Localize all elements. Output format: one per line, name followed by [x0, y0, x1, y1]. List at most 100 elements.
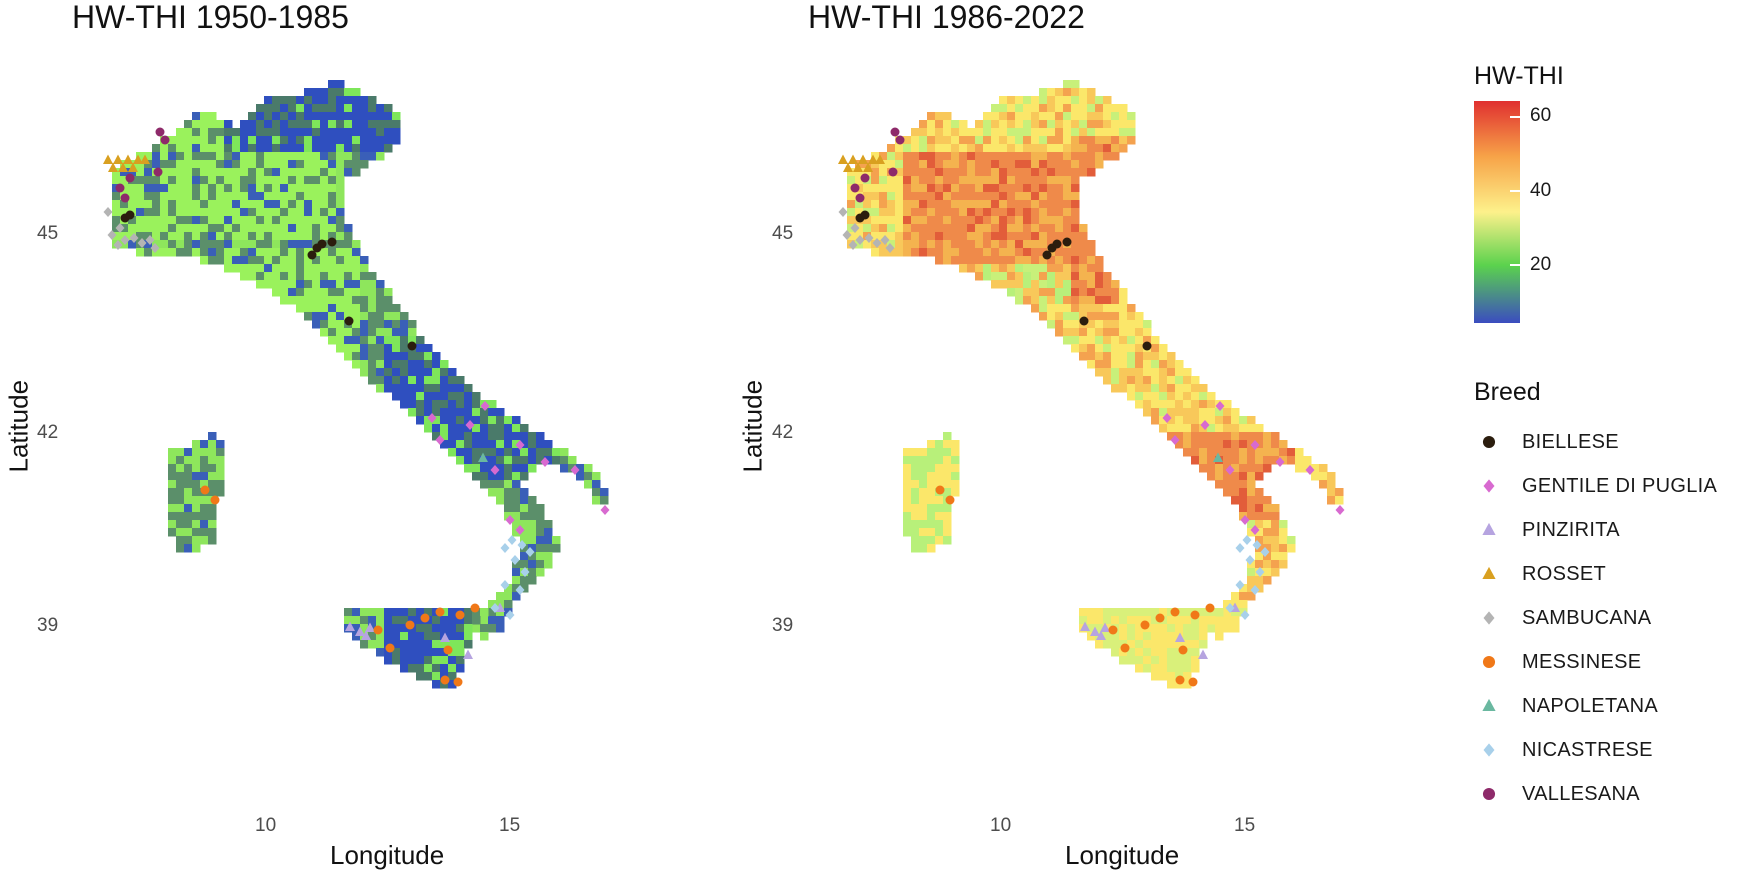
map-cell — [1079, 256, 1088, 265]
map-cell — [168, 464, 177, 473]
map-cell — [1039, 248, 1048, 257]
map-cell — [1015, 112, 1024, 121]
map-cell — [1159, 352, 1168, 361]
map-cell — [1215, 416, 1224, 425]
map-cell — [911, 192, 920, 201]
map-cell — [296, 136, 305, 145]
map-cell — [592, 496, 601, 505]
map-cell — [152, 184, 161, 193]
map-cell — [1271, 432, 1280, 441]
map-cell — [927, 216, 936, 225]
map-cell — [1143, 664, 1152, 673]
breed-marker-sambucana — [872, 238, 882, 248]
map-cell — [1103, 608, 1112, 617]
map-cell — [456, 656, 465, 665]
map-cell — [296, 120, 305, 129]
map-cell — [464, 464, 473, 473]
map-cell — [216, 184, 225, 193]
map-cell — [1143, 352, 1152, 361]
map-cell — [1031, 264, 1040, 273]
map-cell — [448, 608, 457, 617]
map-cell — [1063, 128, 1072, 137]
map-cell — [440, 408, 449, 417]
map-cell — [312, 272, 321, 281]
map-cell — [504, 472, 513, 481]
map-cell — [1175, 640, 1184, 649]
breed-marker-nicastrese — [525, 547, 535, 557]
map-cell — [1135, 376, 1144, 385]
map-cell — [935, 456, 944, 465]
map-cell — [975, 272, 984, 281]
breed-legend-item: MESSINESE — [1478, 647, 1641, 677]
map-cell — [1087, 296, 1096, 305]
map-cell — [248, 232, 257, 241]
map-cell — [1247, 496, 1256, 505]
map-cell — [1103, 640, 1112, 649]
map-cell — [1087, 168, 1096, 177]
map-cell — [440, 368, 449, 377]
breed-marker-rosset — [843, 162, 853, 172]
map-cell — [1263, 456, 1272, 465]
map-cell — [496, 440, 505, 449]
map-cell — [200, 240, 209, 249]
map-cell — [1263, 528, 1272, 537]
map-cell — [1159, 416, 1168, 425]
map-cell — [1119, 336, 1128, 345]
map-cell — [1255, 456, 1264, 465]
map-cell — [943, 472, 952, 481]
map-cell — [448, 680, 457, 689]
map-cell — [280, 120, 289, 129]
map-cell — [328, 176, 337, 185]
map-cell — [1271, 456, 1280, 465]
map-cell — [1071, 216, 1080, 225]
map-cell — [1095, 640, 1104, 649]
map-cell — [544, 560, 553, 569]
map-cell — [951, 256, 960, 265]
map-cell — [1143, 656, 1152, 665]
map-cell — [1215, 432, 1224, 441]
map-cell — [991, 144, 1000, 153]
map-cell — [1039, 304, 1048, 313]
map-cell — [304, 264, 313, 273]
breed-marker-pinzirita — [365, 622, 375, 632]
map-cell — [528, 512, 537, 521]
map-cell — [216, 224, 225, 233]
map-cell — [336, 112, 345, 121]
map-cell — [999, 176, 1008, 185]
breed-marker-biellese — [125, 210, 135, 220]
map-cell — [344, 144, 353, 153]
map-cell — [232, 256, 241, 265]
map-cell — [192, 216, 201, 225]
map-cell — [320, 128, 329, 137]
map-cell — [168, 504, 177, 513]
map-cell — [400, 376, 409, 385]
map-cell — [967, 160, 976, 169]
map-cell — [967, 264, 976, 273]
map-cell — [1223, 480, 1232, 489]
map-cell — [1231, 424, 1240, 433]
map-cell — [1103, 336, 1112, 345]
map-cell — [312, 104, 321, 113]
map-cell — [376, 648, 385, 657]
map-cell — [400, 312, 409, 321]
map-cell — [304, 224, 313, 233]
map-cell — [1031, 216, 1040, 225]
breed-marker-messinese — [455, 610, 465, 620]
map-cell — [144, 224, 153, 233]
breed-legend-label: VALLESANA — [1522, 782, 1640, 805]
map-cell — [328, 328, 337, 337]
map-cell — [232, 240, 241, 249]
map-cell — [1063, 264, 1072, 273]
breed-marker-vallesana — [120, 193, 130, 203]
map-cell — [448, 656, 457, 665]
map-cell — [1175, 624, 1184, 633]
map-cell — [352, 88, 361, 97]
map-cell — [488, 616, 497, 625]
map-cell — [1055, 120, 1064, 129]
map-cell — [288, 232, 297, 241]
map-cell — [847, 168, 856, 177]
map-cell — [1191, 664, 1200, 673]
map-cell — [480, 472, 489, 481]
map-cell — [1023, 96, 1032, 105]
map-cell — [1047, 216, 1056, 225]
